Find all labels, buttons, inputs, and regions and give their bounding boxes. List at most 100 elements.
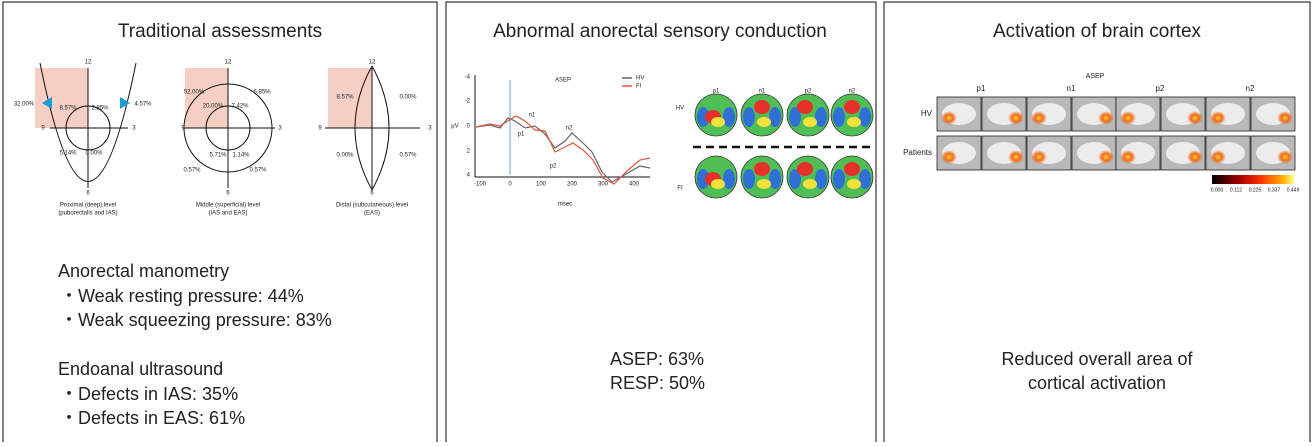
blob-blue bbox=[833, 169, 845, 189]
grid-column-label: p2 bbox=[1156, 84, 1165, 93]
x-tick-label: 300 bbox=[598, 182, 609, 188]
diagram-caption: (EAS) bbox=[364, 211, 380, 217]
panel-title: Traditional assessments bbox=[118, 21, 322, 42]
result-text: RESP: 50% bbox=[610, 373, 705, 393]
x-tick-label: 200 bbox=[567, 182, 578, 188]
peak-label: n1 bbox=[529, 113, 536, 119]
grid-column-label: p1 bbox=[977, 84, 986, 93]
colorbar bbox=[1212, 175, 1294, 184]
clock-label: 12 bbox=[369, 60, 376, 66]
x-tick-label: 400 bbox=[629, 182, 640, 188]
map-column-label: p1 bbox=[713, 89, 720, 95]
colorbar-label: 0.225 bbox=[1249, 187, 1262, 193]
clock-label: 6 bbox=[226, 191, 230, 197]
grid-column-label: n2 bbox=[1246, 84, 1255, 93]
peak-label: p2 bbox=[550, 164, 557, 170]
activation bbox=[1210, 150, 1226, 164]
y-tick-label: 4 bbox=[467, 173, 471, 179]
blob-red bbox=[844, 162, 860, 176]
activation bbox=[1210, 111, 1226, 125]
blob-blue bbox=[815, 107, 827, 127]
section-heading: Anorectal manometry bbox=[58, 261, 229, 281]
summary-text: Reduced overall area of bbox=[1001, 349, 1193, 369]
clock-label: 3 bbox=[278, 126, 282, 132]
map-column-label: n1 bbox=[759, 89, 766, 95]
activation bbox=[1277, 111, 1293, 125]
percent-label: 6.85% bbox=[253, 90, 271, 96]
blob-blue bbox=[743, 169, 755, 189]
blob-yellow bbox=[847, 117, 861, 127]
section-item: ・Defects in IAS: 35% bbox=[60, 384, 238, 404]
colorbar-label: 0.000 bbox=[1211, 187, 1224, 193]
blob-yellow bbox=[711, 179, 725, 189]
chart-title: ASEP bbox=[555, 78, 571, 84]
activation bbox=[1187, 150, 1203, 164]
x-axis-label: msec bbox=[558, 202, 572, 208]
peak-label: n2 bbox=[566, 126, 573, 132]
blob-yellow bbox=[757, 179, 771, 189]
peak-label: p1 bbox=[518, 132, 525, 138]
legend-label: FI bbox=[636, 84, 642, 90]
result-text: ASEP: 63% bbox=[610, 349, 704, 369]
clock-label: 12 bbox=[225, 60, 232, 66]
clock-label: 6 bbox=[370, 191, 374, 197]
y-tick-label: -4 bbox=[465, 75, 471, 81]
percent-label: 32.00% bbox=[14, 102, 35, 108]
blob-yellow bbox=[711, 117, 725, 127]
percent-label: 5.14% bbox=[59, 151, 77, 157]
activation bbox=[1031, 111, 1047, 125]
activation bbox=[1098, 150, 1114, 164]
section-item: ・Weak squeezing pressure: 83% bbox=[60, 310, 332, 330]
section-item: ・Defects in EAS: 61% bbox=[60, 408, 245, 428]
percent-label: 0.00% bbox=[336, 153, 354, 159]
grid-title: ASEP bbox=[1086, 73, 1105, 80]
grid-row-label: Patients bbox=[903, 148, 932, 157]
y-axis-label: μV bbox=[451, 124, 458, 130]
blob-blue bbox=[859, 107, 871, 127]
blob-yellow bbox=[847, 179, 861, 189]
blob-blue bbox=[723, 107, 735, 127]
activation bbox=[1008, 150, 1024, 164]
asep-chart bbox=[475, 75, 650, 184]
y-tick-label: 2 bbox=[467, 149, 471, 155]
blob-blue bbox=[815, 169, 827, 189]
clock-label: 9 bbox=[181, 126, 185, 132]
blob-blue bbox=[769, 107, 781, 127]
figure: Traditional assessmentsAbnormal anorecta… bbox=[0, 0, 1313, 442]
grid-column-label: n1 bbox=[1067, 84, 1076, 93]
blob-blue bbox=[743, 107, 755, 127]
activation bbox=[1187, 111, 1203, 125]
blob-blue bbox=[833, 107, 845, 127]
activation bbox=[1277, 150, 1293, 164]
blob-red bbox=[797, 162, 813, 176]
diagram-caption: (IAS and EAS) bbox=[208, 211, 247, 217]
blob-red bbox=[754, 100, 770, 114]
x-tick-label: 0 bbox=[508, 182, 512, 188]
blob-yellow bbox=[757, 117, 771, 127]
blob-yellow bbox=[803, 117, 817, 127]
percent-label: 0.00% bbox=[399, 95, 417, 101]
clock-label: 9 bbox=[318, 126, 322, 132]
blob-yellow bbox=[803, 179, 817, 189]
map-column-label: n2 bbox=[849, 89, 856, 95]
diagram-caption: Middle (superficial) level bbox=[196, 203, 260, 209]
diagram-caption: (puborectalis and IAS) bbox=[58, 211, 117, 217]
y-tick-label: 0 bbox=[467, 124, 471, 130]
blob-blue bbox=[859, 169, 871, 189]
percent-label: 0.57% bbox=[249, 168, 267, 174]
panel-title: Activation of brain cortex bbox=[993, 21, 1202, 42]
blob-red bbox=[797, 100, 813, 114]
blob-red bbox=[754, 162, 770, 176]
y-tick-label: -2 bbox=[465, 99, 471, 105]
blob-blue bbox=[769, 169, 781, 189]
activation bbox=[1120, 111, 1136, 125]
section-item: ・Weak resting pressure: 44% bbox=[60, 286, 304, 306]
diagram-caption: Distal (subcutaneous) level bbox=[336, 203, 408, 209]
brain-grid bbox=[937, 97, 1295, 170]
clock-label: 6 bbox=[86, 191, 90, 197]
percent-label: 5.71% bbox=[209, 153, 227, 159]
summary-text: cortical activation bbox=[1028, 373, 1166, 393]
grid-row-label: HV bbox=[921, 109, 933, 118]
clock-label: 12 bbox=[85, 60, 92, 66]
activation bbox=[941, 111, 957, 125]
